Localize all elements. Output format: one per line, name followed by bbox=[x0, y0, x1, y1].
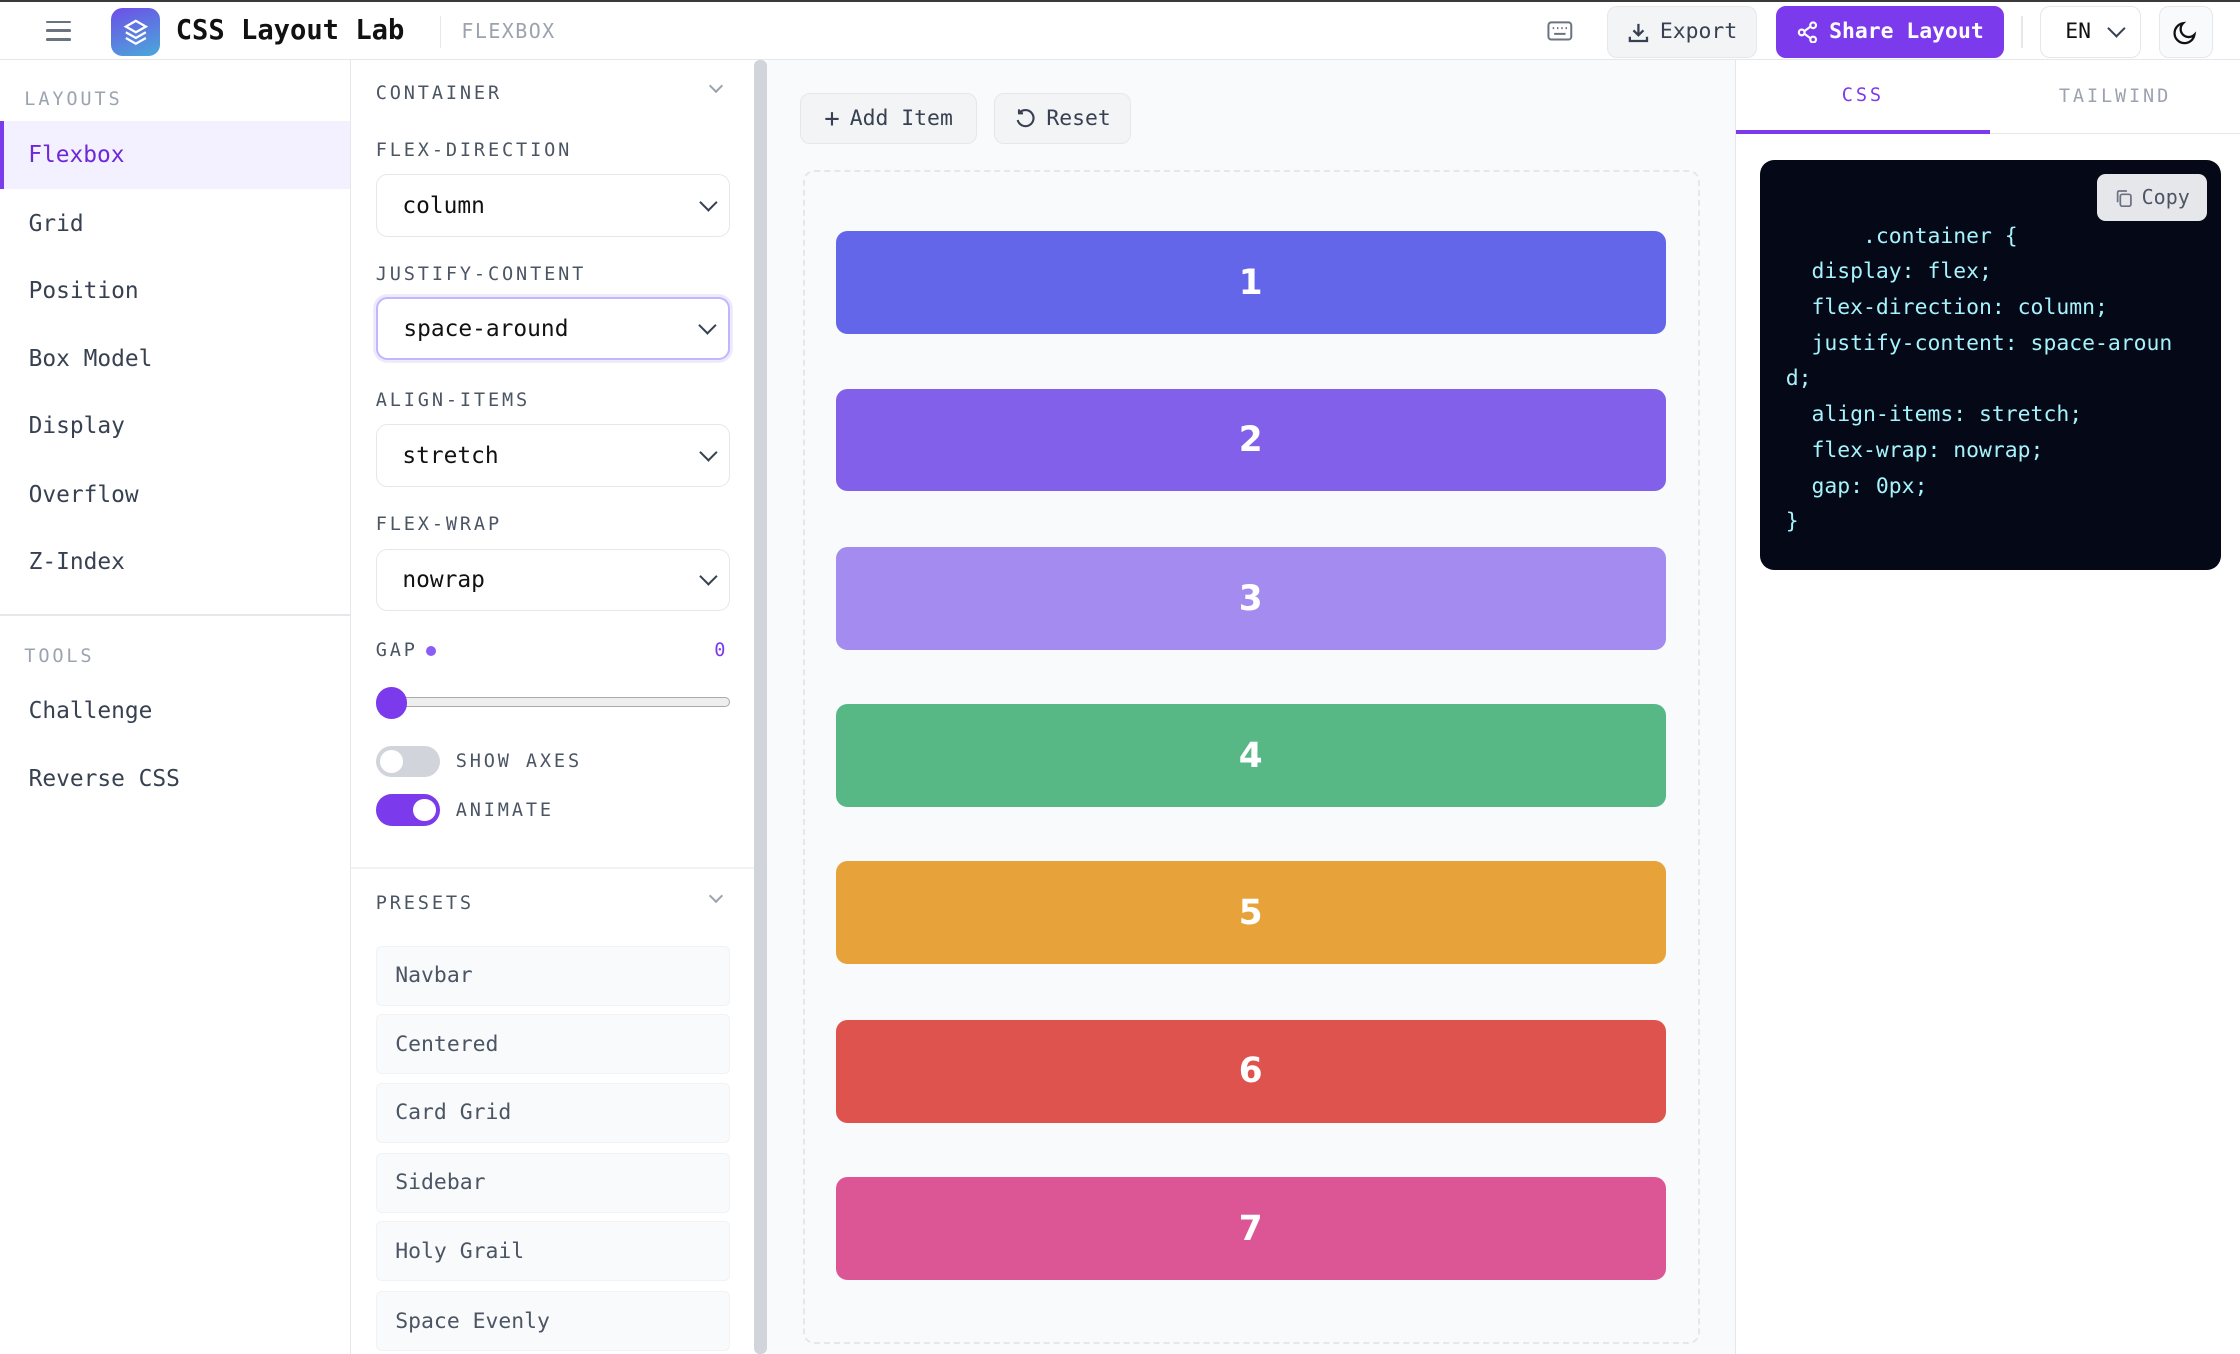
align-items-value: stretch bbox=[402, 442, 499, 469]
moon-icon bbox=[2173, 21, 2196, 45]
preset-holy-grail[interactable]: Holy Grail bbox=[375, 1221, 730, 1282]
copy-label: Copy bbox=[2141, 184, 2190, 209]
animate-toggle[interactable] bbox=[375, 794, 440, 826]
chevron-down-icon bbox=[698, 315, 717, 335]
gap-slider[interactable] bbox=[375, 697, 730, 708]
app-title: CSS Layout Lab bbox=[175, 14, 405, 46]
justify-content-value: space-around bbox=[403, 315, 569, 342]
tab-tailwind[interactable]: TAILWIND bbox=[1989, 60, 2240, 135]
justify-content-label: JUSTIFY-CONTENT bbox=[375, 264, 587, 286]
chevron-down-icon bbox=[699, 193, 718, 212]
sidebar-item-position[interactable]: Position bbox=[28, 277, 139, 304]
tools-heading: TOOLS bbox=[24, 645, 95, 667]
breadcrumb: FLEXBOX bbox=[461, 19, 556, 44]
layers-logo-icon bbox=[111, 7, 160, 57]
flex-direction-select[interactable]: column bbox=[375, 174, 730, 238]
align-items-select[interactable]: stretch bbox=[375, 424, 730, 488]
show-axes-toggle[interactable] bbox=[375, 745, 440, 778]
add-item-label: Add Item bbox=[849, 106, 953, 132]
share-label: Share Layout bbox=[1829, 19, 1984, 45]
flex-direction-label: FLEX-DIRECTION bbox=[375, 139, 573, 161]
reset-button[interactable]: Reset bbox=[994, 92, 1132, 145]
chevron-down-icon bbox=[699, 443, 718, 462]
justify-content-select[interactable]: space-around bbox=[375, 297, 730, 360]
chevron-down-icon bbox=[699, 567, 718, 586]
flex-item-3[interactable]: 3 bbox=[835, 547, 1666, 650]
export-label: Export bbox=[1659, 19, 1738, 45]
chevron-down-icon[interactable] bbox=[709, 889, 724, 904]
divider bbox=[2021, 16, 2023, 48]
keyboard-icon[interactable] bbox=[1547, 21, 1573, 47]
sidebar-item-box-model[interactable]: Box Model bbox=[28, 346, 153, 373]
code-panel: CSS TAILWIND .container { display: flex;… bbox=[1735, 59, 2240, 1354]
download-icon bbox=[1628, 23, 1649, 42]
gap-label: GAP bbox=[375, 639, 418, 661]
copy-button[interactable]: Copy bbox=[2097, 174, 2208, 222]
flex-item-1[interactable]: 1 bbox=[835, 231, 1666, 335]
flex-item-7[interactable]: 7 bbox=[835, 1177, 1666, 1280]
flex-item-5[interactable]: 5 bbox=[835, 861, 1666, 965]
preset-centered[interactable]: Centered bbox=[375, 1014, 730, 1075]
menu-icon[interactable] bbox=[45, 20, 72, 41]
preset-navbar[interactable]: Navbar bbox=[375, 945, 730, 1006]
reset-icon bbox=[1016, 108, 1035, 128]
sidebar: LAYOUTS Flexbox Grid Position Box Model … bbox=[0, 59, 352, 1354]
share-layout-button[interactable]: Share Layout bbox=[1775, 6, 2005, 58]
divider bbox=[351, 867, 755, 869]
export-button[interactable]: Export bbox=[1607, 6, 1758, 58]
sidebar-item-challenge[interactable]: Challenge bbox=[28, 697, 153, 724]
gap-value: 0 bbox=[714, 639, 726, 661]
css-code-block: .container { display: flex; flex-directi… bbox=[1759, 159, 2222, 570]
controls-scrollbar[interactable] bbox=[754, 59, 768, 1354]
sidebar-item-flexbox[interactable]: Flexbox bbox=[0, 121, 350, 189]
flex-container bbox=[802, 169, 1700, 1345]
gap-indicator-dot bbox=[425, 645, 436, 656]
show-axes-label: SHOW AXES bbox=[455, 751, 582, 773]
controls-panel: CONTAINER FLEX-DIRECTION column JUSTIFY-… bbox=[351, 59, 755, 1354]
language-select[interactable]: EN bbox=[2039, 6, 2142, 58]
sidebar-item-z-index[interactable]: Z-Index bbox=[28, 549, 125, 576]
tab-css[interactable]: CSS bbox=[1735, 60, 1990, 135]
divider bbox=[439, 16, 442, 48]
flex-direction-value: column bbox=[402, 192, 485, 219]
animate-label: ANIMATE bbox=[455, 799, 554, 821]
preview-area: + Add Item Reset 1 2 3 4 5 6 7 bbox=[767, 59, 1736, 1354]
flex-wrap-value: nowrap bbox=[402, 566, 485, 593]
flex-item-4[interactable]: 4 bbox=[835, 704, 1666, 808]
top-bar: CSS Layout Lab FLEXBOX Export Share Layo… bbox=[0, 0, 2240, 60]
chevron-down-icon[interactable] bbox=[709, 79, 724, 94]
flex-wrap-select[interactable]: nowrap bbox=[375, 548, 730, 612]
plus-icon: + bbox=[824, 103, 840, 134]
share-icon bbox=[1798, 20, 1818, 44]
divider bbox=[0, 614, 350, 616]
flex-wrap-label: FLEX-WRAP bbox=[375, 514, 502, 536]
gap-slider-handle[interactable] bbox=[375, 687, 408, 719]
align-items-label: ALIGN-ITEMS bbox=[375, 389, 531, 411]
sidebar-item-display[interactable]: Display bbox=[28, 413, 125, 440]
language-value: EN bbox=[2065, 19, 2092, 45]
layouts-heading: LAYOUTS bbox=[24, 88, 123, 110]
container-heading: CONTAINER bbox=[375, 82, 502, 104]
sidebar-item-reverse-css[interactable]: Reverse CSS bbox=[28, 766, 180, 793]
add-item-button[interactable]: + Add Item bbox=[799, 92, 978, 145]
copy-icon bbox=[2116, 189, 2132, 207]
flex-item-2[interactable]: 2 bbox=[835, 388, 1666, 492]
reset-label: Reset bbox=[1046, 106, 1111, 132]
preset-card-grid[interactable]: Card Grid bbox=[375, 1082, 730, 1143]
presets-heading: PRESETS bbox=[375, 892, 474, 914]
preset-space-evenly[interactable]: Space Evenly bbox=[375, 1291, 730, 1352]
sidebar-item-overflow[interactable]: Overflow bbox=[28, 481, 139, 508]
chevron-down-icon bbox=[2107, 19, 2126, 38]
flex-item-6[interactable]: 6 bbox=[835, 1019, 1666, 1123]
dark-mode-toggle[interactable] bbox=[2158, 6, 2213, 58]
css-code: .container { display: flex; flex-directi… bbox=[1785, 223, 2173, 535]
sidebar-item-grid[interactable]: Grid bbox=[28, 210, 84, 237]
preset-sidebar[interactable]: Sidebar bbox=[375, 1152, 730, 1213]
